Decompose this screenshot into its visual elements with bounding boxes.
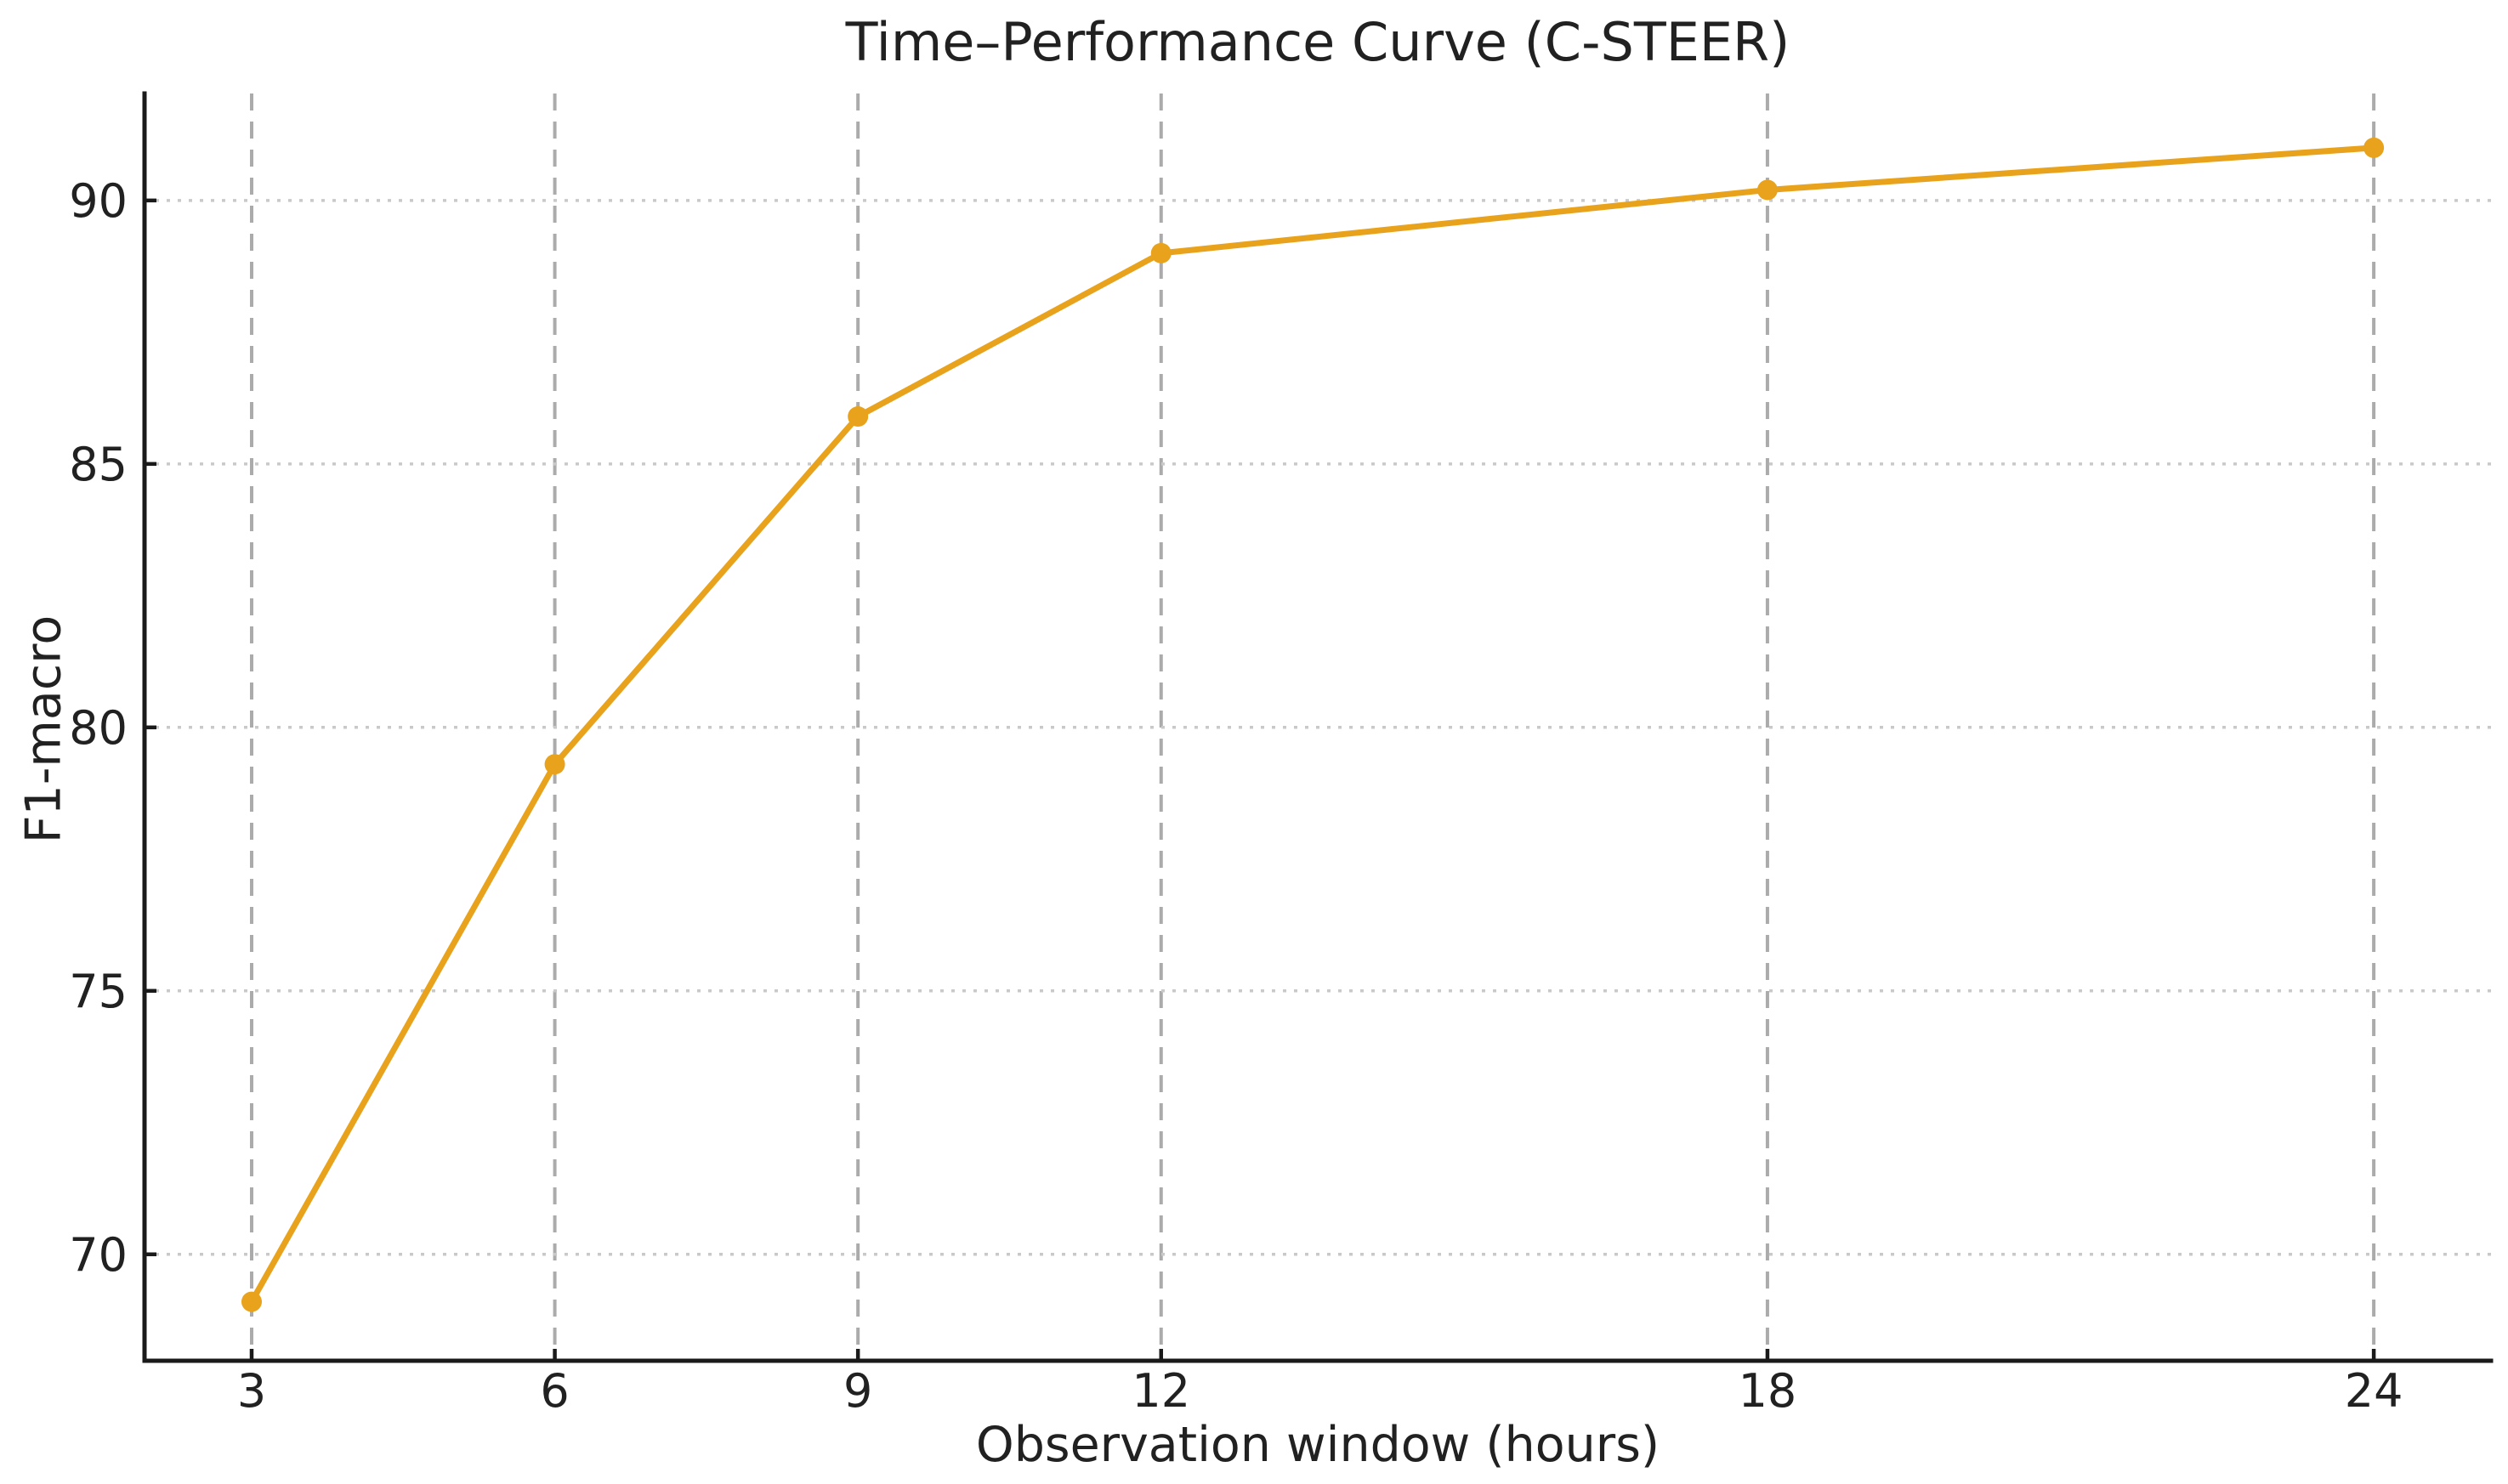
x-tick-label: 3 xyxy=(237,1364,266,1418)
y-tick-label: 85 xyxy=(69,438,128,491)
x-tick-label: 24 xyxy=(2345,1364,2403,1418)
data-point-marker xyxy=(2363,137,2385,158)
data-point-marker xyxy=(1756,179,1778,201)
data-point-marker xyxy=(544,754,565,775)
x-tick-label: 18 xyxy=(1739,1364,1797,1418)
y-tick-label: 75 xyxy=(69,965,128,1018)
data-point-marker xyxy=(1150,242,1172,263)
x-tick-label: 6 xyxy=(540,1364,569,1418)
x-tick-label: 9 xyxy=(843,1364,872,1418)
series-line xyxy=(248,144,2377,1306)
x-tick-label: 12 xyxy=(1132,1364,1190,1418)
data-point-marker xyxy=(241,1291,262,1312)
chart-title: Time–Performance Curve (C-STEER) xyxy=(845,11,1790,73)
y-tick-label: 70 xyxy=(69,1228,128,1282)
y-axis-title: F1-macro xyxy=(15,615,72,844)
y-tick-label: 80 xyxy=(69,701,128,755)
data-point-marker xyxy=(848,406,869,428)
x-axis-title: Observation window (hours) xyxy=(975,1417,1660,1473)
y-tick-label: 90 xyxy=(69,174,128,228)
